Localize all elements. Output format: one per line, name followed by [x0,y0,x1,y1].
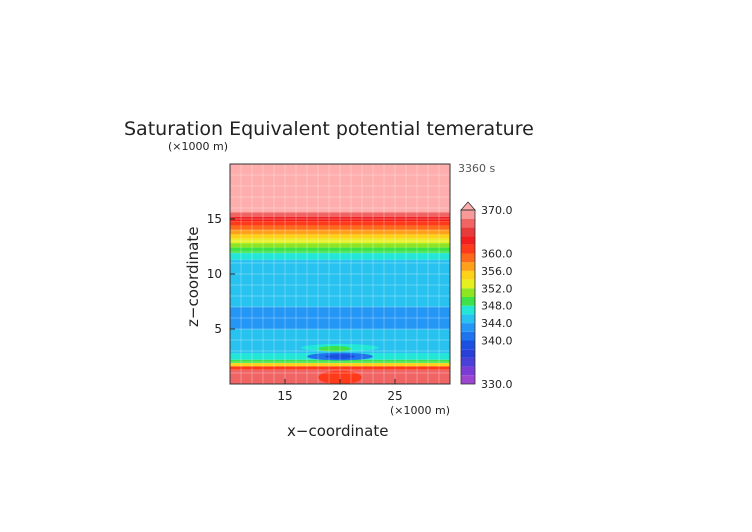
colorbar-swatch-16 [461,236,475,245]
colorbar-tick-label: 340.0 [481,335,513,348]
y-axis-label: z−coordinate [184,227,202,327]
contour-band-3 [230,221,450,226]
colorbar-swatch-19 [461,210,475,219]
contour-band-4 [230,225,450,230]
colorbar-swatch-14 [461,253,475,263]
colorbar-tick-label: 352.0 [481,282,513,295]
colorbar-swatch-6 [461,323,475,332]
colorbar-swatch-4 [461,340,475,350]
colorbar-swatch-1 [461,366,475,376]
colorbar-swatch-10 [461,288,475,297]
colorbar-swatch-8 [461,305,475,315]
contour-band-7 [230,238,450,244]
colorbar-swatch-2 [461,357,475,367]
colorbar-swatch-18 [461,218,475,228]
colorbar-swatch-7 [461,314,475,324]
time-label: 3360 s [458,162,495,175]
x-axis-unit: (×1000 m) [390,404,450,417]
colorbar-swatch-11 [461,279,475,289]
contour-band-8 [230,243,450,248]
contour-band-5 [230,230,450,235]
x-tick-label: 25 [387,389,402,403]
contour-band-16 [230,363,450,367]
colorbar-tick-label: 356.0 [481,265,513,278]
colorbar-tick-label: 330.0 [481,378,513,391]
colorbar-swatch-0 [461,375,475,384]
colorbar-swatch-15 [461,244,475,254]
colorbar-swatch-5 [461,331,475,341]
x-tick-label: 15 [277,389,292,403]
colorbar-swatch-17 [461,227,475,237]
colorbar: 370.0 360.0 356.0 352.0 348.0 344.0 340.0 330.0 [460,201,513,391]
contour-feature-0 [230,329,450,354]
colorbar-swatch-9 [461,297,475,306]
y-tick-label: 5 [214,322,222,336]
colorbar-tick-label: 370.0 [481,204,513,217]
contour-feature-5 [318,370,362,384]
colorbar-tick-label: 344.0 [481,317,513,330]
x-axis-ticks: 15 20 25 [277,379,403,403]
x-axis-label: x−coordinate [287,422,388,440]
contour-feature-2 [318,346,351,352]
y-axis-ticks: 5 10 15 [207,212,235,336]
contour-band-1 [230,212,450,217]
y-tick-label: 10 [207,267,222,281]
x-tick-label: 20 [332,389,347,403]
contour-band-2 [230,216,450,222]
colorbar-extend-triangle [460,201,476,211]
z-axis-unit: (×1000 m) [168,140,228,153]
colorbar-tick-label: 360.0 [481,248,513,261]
chart-title: Saturation Equivalent potential temeratu… [124,118,534,140]
colorbar-swatch-13 [461,262,475,271]
field-contours [230,164,450,384]
y-tick-label: 15 [207,212,222,226]
colorbar-frame [460,209,476,385]
contour-band-10 [230,253,450,260]
colorbar-swatch-12 [461,270,475,280]
contour-band-15 [230,359,450,364]
contour-band-0 [230,164,450,213]
contour-band-9 [230,247,450,254]
contour-band-11 [230,259,450,307]
colorbar-tick-label: 348.0 [481,300,513,313]
grid-lines [230,164,450,384]
contour-feature-4 [324,354,356,359]
contour-band-17 [230,366,450,370]
contour-band-12 [230,307,450,329]
contour-band-6 [230,234,450,239]
colorbar-swatch-3 [461,349,475,358]
